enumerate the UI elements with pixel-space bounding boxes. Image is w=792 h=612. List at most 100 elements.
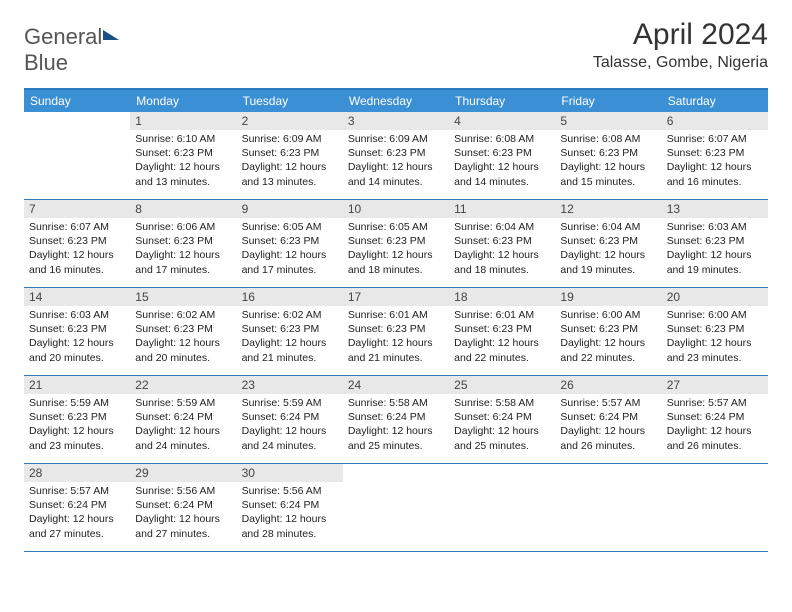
day-number: 21	[24, 376, 130, 394]
empty-cell	[555, 464, 661, 552]
day-details: Sunrise: 6:05 AMSunset: 6:23 PMDaylight:…	[237, 218, 343, 281]
dow-header: Friday	[555, 90, 661, 112]
dow-header: Tuesday	[237, 90, 343, 112]
day-cell: 13Sunrise: 6:03 AMSunset: 6:23 PMDayligh…	[662, 200, 768, 288]
empty-cell	[662, 464, 768, 552]
day-number: 24	[343, 376, 449, 394]
day-cell: 8Sunrise: 6:06 AMSunset: 6:23 PMDaylight…	[130, 200, 236, 288]
day-cell: 16Sunrise: 6:02 AMSunset: 6:23 PMDayligh…	[237, 288, 343, 376]
day-cell: 28Sunrise: 5:57 AMSunset: 6:24 PMDayligh…	[24, 464, 130, 552]
logo: General Blue	[24, 18, 119, 76]
day-number: 11	[449, 200, 555, 218]
logo-text-blue: Blue	[24, 50, 68, 75]
day-number: 10	[343, 200, 449, 218]
day-number: 12	[555, 200, 661, 218]
day-number: 28	[24, 464, 130, 482]
day-number: 13	[662, 200, 768, 218]
empty-cell	[449, 464, 555, 552]
day-cell: 30Sunrise: 5:56 AMSunset: 6:24 PMDayligh…	[237, 464, 343, 552]
day-cell: 2Sunrise: 6:09 AMSunset: 6:23 PMDaylight…	[237, 112, 343, 200]
day-details: Sunrise: 6:00 AMSunset: 6:23 PMDaylight:…	[662, 306, 768, 369]
day-details: Sunrise: 6:06 AMSunset: 6:23 PMDaylight:…	[130, 218, 236, 281]
dow-header: Monday	[130, 90, 236, 112]
day-details: Sunrise: 5:59 AMSunset: 6:24 PMDaylight:…	[130, 394, 236, 457]
day-number: 26	[555, 376, 661, 394]
day-cell: 19Sunrise: 6:00 AMSunset: 6:23 PMDayligh…	[555, 288, 661, 376]
day-details: Sunrise: 5:56 AMSunset: 6:24 PMDaylight:…	[237, 482, 343, 545]
day-details: Sunrise: 6:09 AMSunset: 6:23 PMDaylight:…	[343, 130, 449, 193]
day-details: Sunrise: 6:07 AMSunset: 6:23 PMDaylight:…	[662, 130, 768, 193]
day-number: 22	[130, 376, 236, 394]
day-details: Sunrise: 6:05 AMSunset: 6:23 PMDaylight:…	[343, 218, 449, 281]
day-details: Sunrise: 5:59 AMSunset: 6:23 PMDaylight:…	[24, 394, 130, 457]
day-details: Sunrise: 5:58 AMSunset: 6:24 PMDaylight:…	[343, 394, 449, 457]
day-cell: 29Sunrise: 5:56 AMSunset: 6:24 PMDayligh…	[130, 464, 236, 552]
day-details: Sunrise: 5:58 AMSunset: 6:24 PMDaylight:…	[449, 394, 555, 457]
day-cell: 18Sunrise: 6:01 AMSunset: 6:23 PMDayligh…	[449, 288, 555, 376]
day-cell: 20Sunrise: 6:00 AMSunset: 6:23 PMDayligh…	[662, 288, 768, 376]
day-details: Sunrise: 6:02 AMSunset: 6:23 PMDaylight:…	[237, 306, 343, 369]
day-number: 2	[237, 112, 343, 130]
dow-header: Saturday	[662, 90, 768, 112]
dow-header: Sunday	[24, 90, 130, 112]
day-cell: 11Sunrise: 6:04 AMSunset: 6:23 PMDayligh…	[449, 200, 555, 288]
calendar-grid: SundayMondayTuesdayWednesdayThursdayFrid…	[24, 88, 768, 552]
day-details: Sunrise: 6:03 AMSunset: 6:23 PMDaylight:…	[662, 218, 768, 281]
day-cell: 12Sunrise: 6:04 AMSunset: 6:23 PMDayligh…	[555, 200, 661, 288]
day-number: 3	[343, 112, 449, 130]
location: Talasse, Gombe, Nigeria	[593, 54, 768, 72]
title-block: April 2024 Talasse, Gombe, Nigeria	[593, 18, 768, 72]
day-cell: 26Sunrise: 5:57 AMSunset: 6:24 PMDayligh…	[555, 376, 661, 464]
logo-triangle-icon	[103, 30, 119, 40]
day-cell: 10Sunrise: 6:05 AMSunset: 6:23 PMDayligh…	[343, 200, 449, 288]
day-number: 1	[130, 112, 236, 130]
day-number: 20	[662, 288, 768, 306]
day-number: 23	[237, 376, 343, 394]
day-cell: 21Sunrise: 5:59 AMSunset: 6:23 PMDayligh…	[24, 376, 130, 464]
day-cell: 15Sunrise: 6:02 AMSunset: 6:23 PMDayligh…	[130, 288, 236, 376]
day-number: 14	[24, 288, 130, 306]
day-number: 15	[130, 288, 236, 306]
day-details: Sunrise: 5:56 AMSunset: 6:24 PMDaylight:…	[130, 482, 236, 545]
empty-cell	[343, 464, 449, 552]
day-cell: 24Sunrise: 5:58 AMSunset: 6:24 PMDayligh…	[343, 376, 449, 464]
day-number: 27	[662, 376, 768, 394]
header: General Blue April 2024 Talasse, Gombe, …	[24, 18, 768, 76]
day-details: Sunrise: 6:01 AMSunset: 6:23 PMDaylight:…	[343, 306, 449, 369]
day-number: 19	[555, 288, 661, 306]
day-number: 25	[449, 376, 555, 394]
day-cell: 14Sunrise: 6:03 AMSunset: 6:23 PMDayligh…	[24, 288, 130, 376]
day-cell: 5Sunrise: 6:08 AMSunset: 6:23 PMDaylight…	[555, 112, 661, 200]
day-details: Sunrise: 6:09 AMSunset: 6:23 PMDaylight:…	[237, 130, 343, 193]
day-cell: 3Sunrise: 6:09 AMSunset: 6:23 PMDaylight…	[343, 112, 449, 200]
day-number: 7	[24, 200, 130, 218]
day-details: Sunrise: 6:07 AMSunset: 6:23 PMDaylight:…	[24, 218, 130, 281]
day-number: 16	[237, 288, 343, 306]
day-number: 8	[130, 200, 236, 218]
day-details: Sunrise: 6:04 AMSunset: 6:23 PMDaylight:…	[449, 218, 555, 281]
day-cell: 7Sunrise: 6:07 AMSunset: 6:23 PMDaylight…	[24, 200, 130, 288]
day-number: 9	[237, 200, 343, 218]
day-number: 6	[662, 112, 768, 130]
day-cell: 23Sunrise: 5:59 AMSunset: 6:24 PMDayligh…	[237, 376, 343, 464]
day-cell: 4Sunrise: 6:08 AMSunset: 6:23 PMDaylight…	[449, 112, 555, 200]
day-details: Sunrise: 6:10 AMSunset: 6:23 PMDaylight:…	[130, 130, 236, 193]
empty-cell	[24, 112, 130, 200]
day-cell: 6Sunrise: 6:07 AMSunset: 6:23 PMDaylight…	[662, 112, 768, 200]
day-number: 29	[130, 464, 236, 482]
day-cell: 17Sunrise: 6:01 AMSunset: 6:23 PMDayligh…	[343, 288, 449, 376]
day-number: 17	[343, 288, 449, 306]
day-number: 5	[555, 112, 661, 130]
logo-text-general: General	[24, 24, 102, 49]
day-details: Sunrise: 6:08 AMSunset: 6:23 PMDaylight:…	[449, 130, 555, 193]
day-details: Sunrise: 5:59 AMSunset: 6:24 PMDaylight:…	[237, 394, 343, 457]
day-details: Sunrise: 5:57 AMSunset: 6:24 PMDaylight:…	[24, 482, 130, 545]
day-details: Sunrise: 6:03 AMSunset: 6:23 PMDaylight:…	[24, 306, 130, 369]
dow-header: Wednesday	[343, 90, 449, 112]
day-cell: 1Sunrise: 6:10 AMSunset: 6:23 PMDaylight…	[130, 112, 236, 200]
day-cell: 27Sunrise: 5:57 AMSunset: 6:24 PMDayligh…	[662, 376, 768, 464]
day-details: Sunrise: 6:02 AMSunset: 6:23 PMDaylight:…	[130, 306, 236, 369]
day-number: 4	[449, 112, 555, 130]
day-details: Sunrise: 6:04 AMSunset: 6:23 PMDaylight:…	[555, 218, 661, 281]
day-details: Sunrise: 5:57 AMSunset: 6:24 PMDaylight:…	[555, 394, 661, 457]
